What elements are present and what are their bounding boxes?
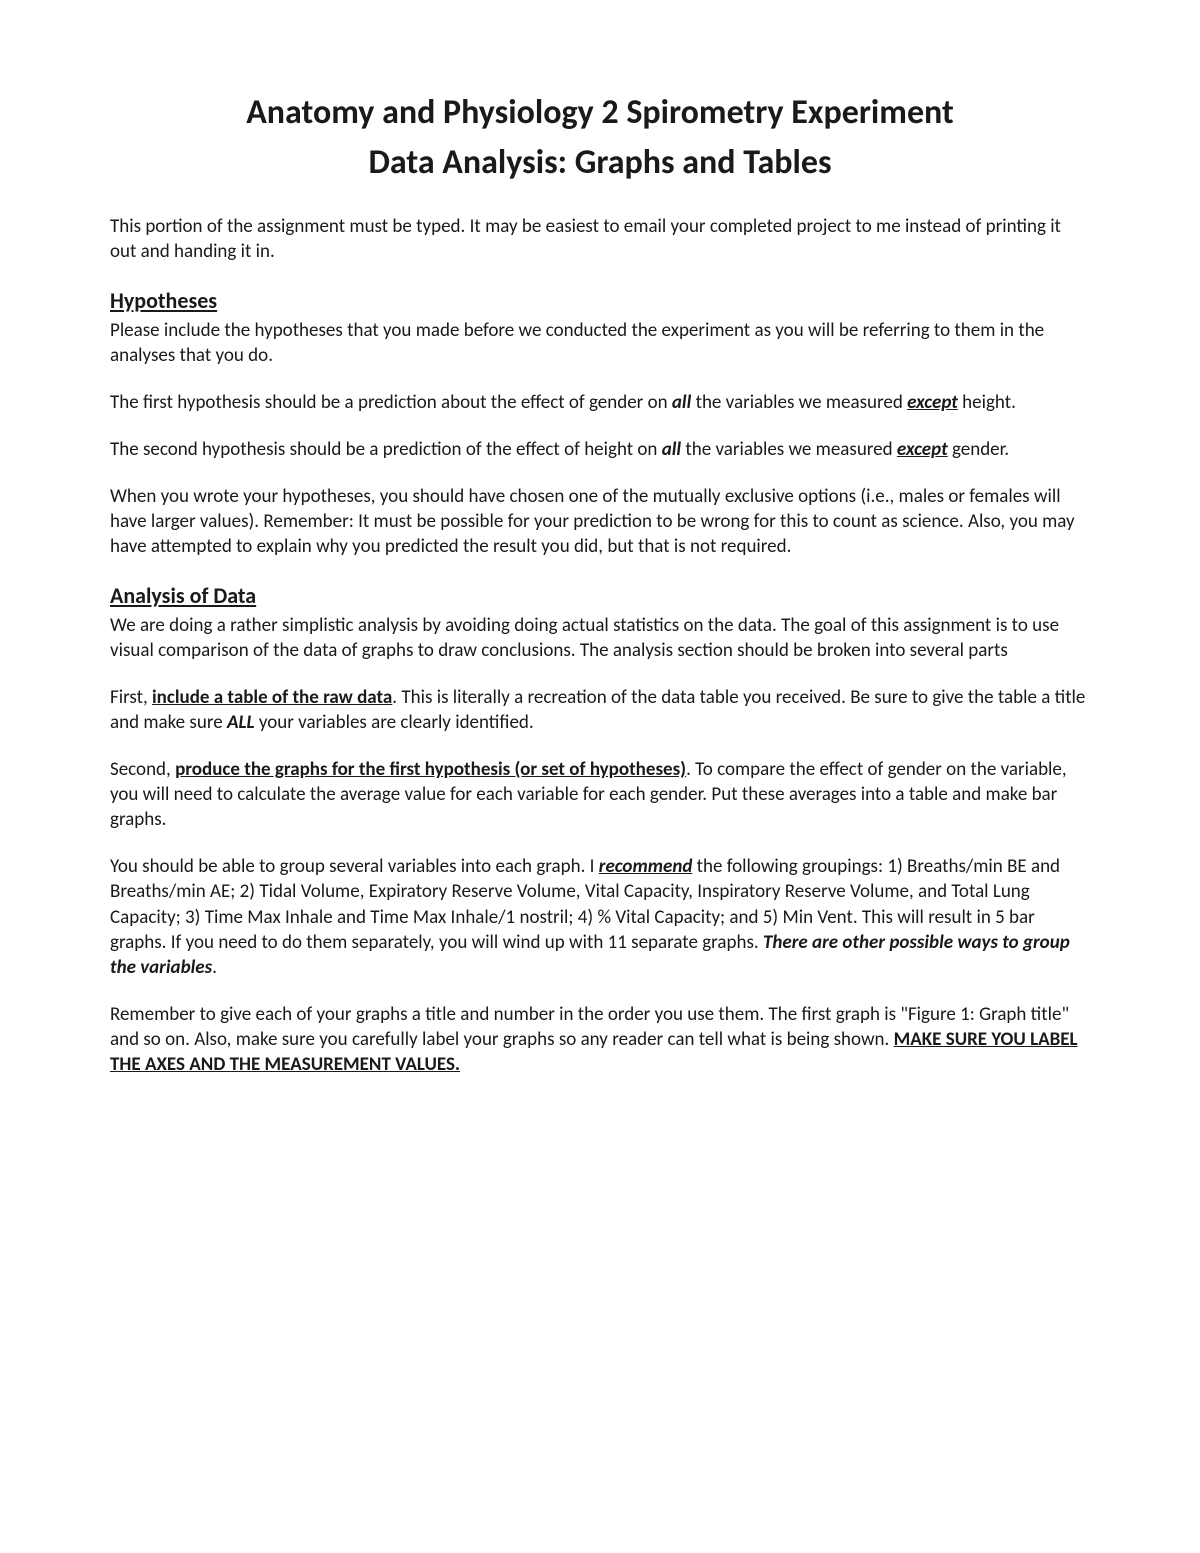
text: the variables we measured (691, 391, 907, 414)
text: . (212, 956, 217, 979)
text: the variables we measured (681, 438, 897, 461)
analysis-p4: You should be able to group several vari… (110, 854, 1090, 979)
hypotheses-p1: Please include the hypotheses that you m… (110, 318, 1090, 368)
emphasis-all: ALL (227, 711, 255, 734)
text: First, (110, 686, 152, 709)
emphasis-except: except (907, 391, 958, 414)
hypotheses-p2: The first hypothesis should be a predict… (110, 390, 1090, 415)
text: Second, (110, 758, 175, 781)
page-title-line2: Data Analysis: Graphs and Tables (110, 140, 1090, 186)
text: your variables are clearly identified. (255, 711, 534, 734)
emphasis-except: except (897, 438, 948, 461)
analysis-p5: Remember to give each of your graphs a t… (110, 1002, 1090, 1077)
analysis-p3: Second, produce the graphs for the first… (110, 757, 1090, 832)
hypotheses-heading: Hypotheses (110, 286, 1090, 316)
emphasis-all: all (662, 438, 681, 461)
text: You should be able to group several vari… (110, 855, 599, 878)
text: The second hypothesis should be a predic… (110, 438, 662, 461)
analysis-p2: First, include a table of the raw data. … (110, 685, 1090, 735)
text: gender. (948, 438, 1009, 461)
analysis-p1: We are doing a rather simplistic analysi… (110, 613, 1090, 663)
text: The first hypothesis should be a predict… (110, 391, 672, 414)
emphasis-recommend: recommend (599, 855, 693, 878)
intro-paragraph: This portion of the assignment must be t… (110, 214, 1090, 264)
analysis-heading: Analysis of Data (110, 581, 1090, 611)
emphasis-graphs: produce the graphs for the first hypothe… (175, 758, 686, 781)
hypotheses-p3: The second hypothesis should be a predic… (110, 437, 1090, 462)
emphasis-table: include a table of the raw data (152, 686, 392, 709)
text: height. (958, 391, 1016, 414)
hypotheses-p4: When you wrote your hypotheses, you shou… (110, 484, 1090, 559)
page-title-line1: Anatomy and Physiology 2 Spirometry Expe… (110, 90, 1090, 136)
emphasis-all: all (672, 391, 691, 414)
